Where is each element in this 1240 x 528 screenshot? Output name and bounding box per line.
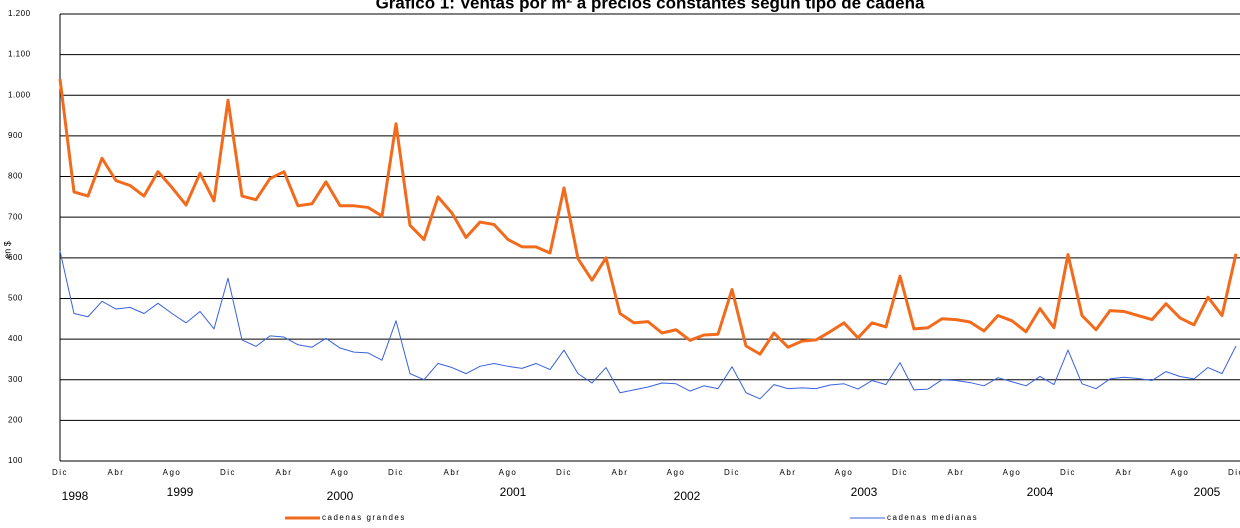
y-tick-label: 1.000 xyxy=(8,90,31,99)
x-tick-label: Ago xyxy=(667,468,686,477)
x-tick-label: Abr xyxy=(612,468,629,477)
y-tick-label: 1.200 xyxy=(8,9,31,18)
x-tick-label: Ago xyxy=(499,468,518,477)
x-tick-label: Abr xyxy=(1116,468,1133,477)
y-tick-label: 1.100 xyxy=(8,50,31,59)
y-axis-label: en $ xyxy=(2,241,12,259)
x-tick-label: Abr xyxy=(780,468,797,477)
x-tick-label: Ago xyxy=(1171,468,1190,477)
year-label: 1999 xyxy=(167,485,194,499)
x-tick-label: Abr xyxy=(108,468,125,477)
x-tick-label: Ago xyxy=(1003,468,1022,477)
x-tick-label: Dic xyxy=(388,468,404,477)
x-tick-label: Dic xyxy=(52,468,68,477)
year-label: 2002 xyxy=(674,489,701,503)
x-tick-label: Ago xyxy=(163,468,182,477)
year-label: 2005 xyxy=(1194,485,1221,499)
year-label: 2004 xyxy=(1027,485,1054,499)
x-tick-label: Ago xyxy=(331,468,350,477)
year-label: 2001 xyxy=(500,485,527,499)
y-tick-label: 300 xyxy=(8,375,23,384)
y-tick-label: 700 xyxy=(8,212,23,221)
data-line xyxy=(59,250,1237,400)
y-tick-label: 100 xyxy=(8,456,23,465)
x-tick-label: Abr xyxy=(276,468,293,477)
x-tick-label: Dic xyxy=(1228,468,1240,477)
legend-label: cadenas grandes xyxy=(322,513,406,522)
y-tick-label: 400 xyxy=(8,334,23,343)
x-tick-label: Dic xyxy=(556,468,572,477)
y-tick-label: 800 xyxy=(8,172,23,181)
y-tick-label: 200 xyxy=(8,415,23,424)
x-tick-label: Dic xyxy=(724,468,740,477)
x-tick-label: Dic xyxy=(220,468,236,477)
data-line xyxy=(58,78,1238,356)
y-tick-label: 900 xyxy=(8,131,23,140)
chart-title: Gráfico 1: Ventas por m² a precios const… xyxy=(376,0,925,12)
year-label: 2003 xyxy=(851,485,878,499)
x-tick-label: Abr xyxy=(444,468,461,477)
x-tick-label: Dic xyxy=(892,468,908,477)
x-tick-label: Ago xyxy=(835,468,854,477)
x-tick-label: Dic xyxy=(1060,468,1076,477)
legend-label: cadenas medianas xyxy=(887,513,978,522)
year-label: 1998 xyxy=(62,489,89,503)
x-tick-label: Abr xyxy=(948,468,965,477)
year-label: 2000 xyxy=(327,489,354,503)
y-tick-label: 500 xyxy=(8,294,23,303)
y-tick-label: 600 xyxy=(8,253,23,262)
